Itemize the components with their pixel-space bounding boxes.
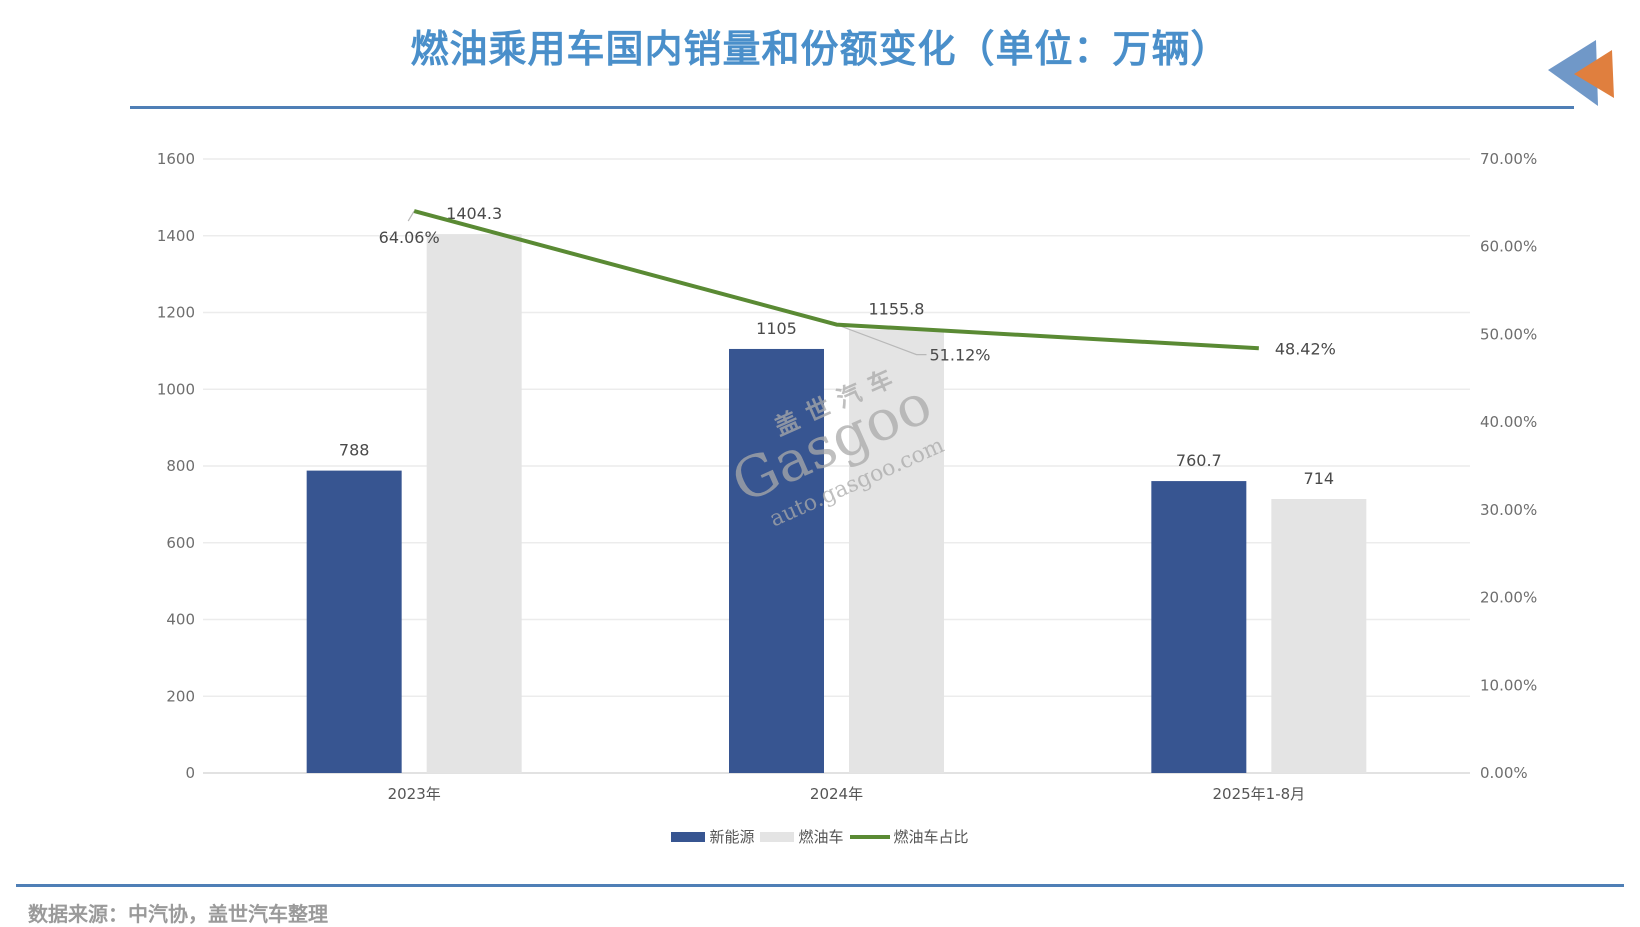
line-label: 64.06% bbox=[379, 228, 440, 247]
bar-label-nev: 760.7 bbox=[1176, 451, 1222, 470]
bar-nev bbox=[1151, 481, 1247, 773]
bar-nev bbox=[729, 348, 824, 773]
line-label: 48.42% bbox=[1275, 339, 1336, 358]
leader-line bbox=[836, 324, 927, 356]
bar-ice bbox=[849, 329, 944, 773]
share-line bbox=[413, 209, 1259, 351]
bar-label-ice: 714 bbox=[1304, 469, 1335, 488]
x-axis-label: 2023年 bbox=[388, 785, 441, 803]
bar-label-nev: 1105 bbox=[756, 319, 797, 338]
legend-item-nev: 新能源 bbox=[671, 826, 754, 847]
right-axis-tick: 70.00% bbox=[1480, 150, 1537, 168]
left-axis-tick: 0 bbox=[185, 764, 195, 782]
bar-ice bbox=[1271, 499, 1367, 773]
right-axis-tick: 60.00% bbox=[1480, 238, 1537, 256]
bar-ice bbox=[426, 234, 522, 774]
right-axis-tick: 10.00% bbox=[1480, 676, 1537, 694]
legend-swatch-share bbox=[849, 834, 890, 839]
left-axis-tick: 200 bbox=[166, 687, 195, 705]
left-axis-tick: 1000 bbox=[157, 380, 195, 398]
x-axis-label: 2024年 bbox=[810, 785, 863, 803]
left-axis-tick: 400 bbox=[166, 611, 195, 629]
right-axis-tick: 40.00% bbox=[1480, 413, 1537, 431]
bar-label-ice: 1155.8 bbox=[869, 299, 925, 318]
source-note: 数据来源：中汽协，盖世汽车整理 bbox=[28, 902, 328, 926]
legend-item-share: 燃油车占比 bbox=[849, 826, 969, 847]
legend-swatch-ice bbox=[760, 831, 795, 842]
left-axis-tick: 600 bbox=[166, 534, 195, 552]
legend-item-ice: 燃油车 bbox=[760, 826, 844, 847]
chart-legend: 新能源 燃油车 燃油车占比 bbox=[0, 826, 1640, 847]
bottom-divider bbox=[16, 884, 1624, 887]
bar-label-nev: 788 bbox=[339, 441, 370, 460]
bar-nev bbox=[306, 470, 402, 773]
combo-chart: 0 200 400 600 800 1000 1200 1400 1600 0.00% 10.00%… bbox=[157, 150, 1537, 803]
top-divider bbox=[130, 106, 1574, 109]
legend-swatch-nev bbox=[671, 831, 706, 842]
right-axis-tick: 30.00% bbox=[1480, 501, 1537, 519]
x-axis-label: 2025年1-8月 bbox=[1212, 785, 1305, 803]
right-axis-tick: 0.00% bbox=[1480, 764, 1528, 782]
chart-title: 燃油乘用车国内销量和份额变化（单位：万辆） bbox=[410, 27, 1230, 71]
right-axis-tick: 50.00% bbox=[1480, 325, 1537, 343]
bar-label-ice: 1404.3 bbox=[446, 204, 502, 223]
arrow-logo-icon bbox=[1548, 40, 1614, 106]
left-axis-tick: 1400 bbox=[157, 227, 195, 245]
line-label: 51.12% bbox=[930, 346, 991, 365]
left-axis-tick: 1200 bbox=[157, 304, 195, 322]
left-axis-tick: 800 bbox=[166, 457, 195, 475]
leader-line bbox=[407, 210, 415, 222]
right-axis-tick: 20.00% bbox=[1480, 589, 1537, 607]
left-axis-tick: 1600 bbox=[157, 150, 195, 168]
